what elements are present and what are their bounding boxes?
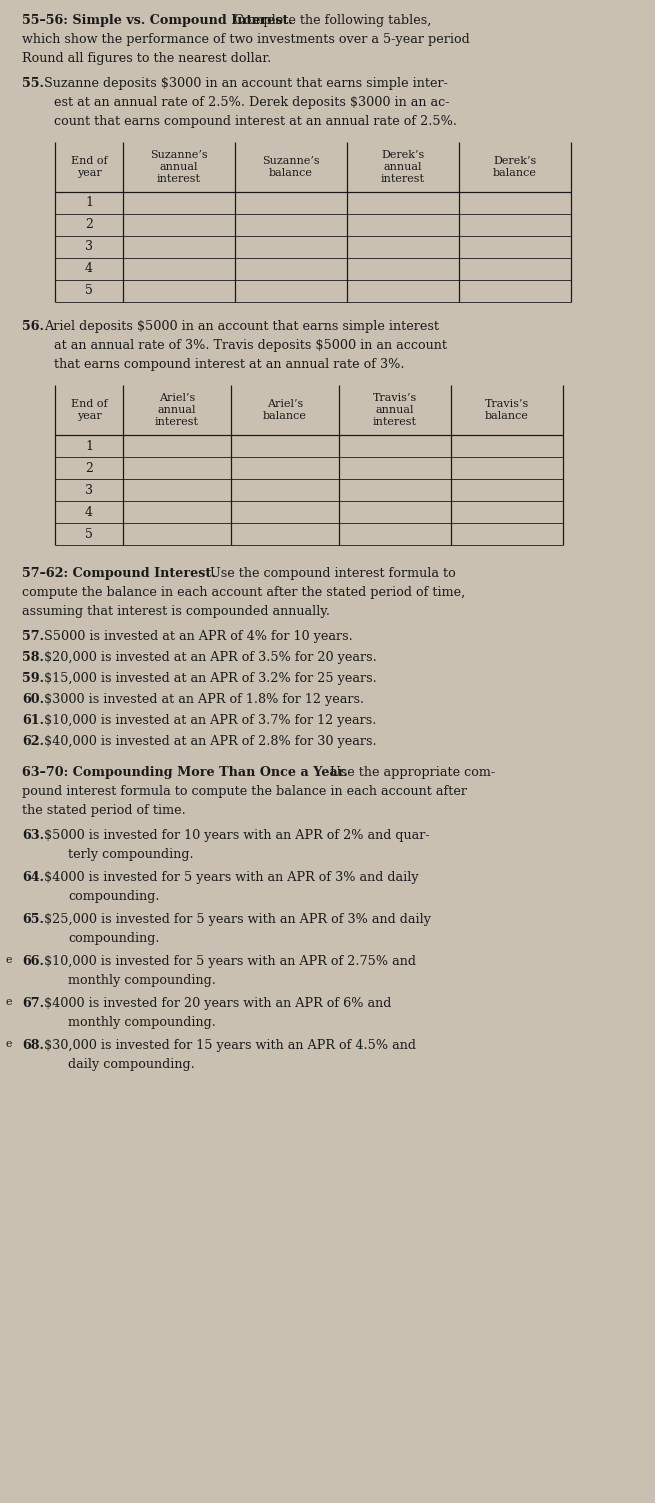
Text: End of
year: End of year	[71, 400, 107, 421]
Text: the stated period of time.: the stated period of time.	[22, 804, 186, 818]
Text: count that earns compound interest at an annual rate of 2.5%.: count that earns compound interest at an…	[54, 116, 457, 128]
Text: monthly compounding.: monthly compounding.	[68, 974, 216, 987]
Text: that earns compound interest at an annual rate of 3%.: that earns compound interest at an annua…	[54, 358, 405, 371]
Text: $30,000 is invested for 15 years with an APR of 4.5% and: $30,000 is invested for 15 years with an…	[44, 1039, 416, 1052]
Text: 63.: 63.	[22, 830, 44, 842]
Text: $40,000 is invested at an APR of 2.8% for 30 years.: $40,000 is invested at an APR of 2.8% fo…	[44, 735, 377, 748]
Text: $20,000 is invested at an APR of 3.5% for 20 years.: $20,000 is invested at an APR of 3.5% fo…	[44, 651, 377, 664]
Text: 58.: 58.	[22, 651, 44, 664]
Text: 2: 2	[85, 461, 93, 475]
Text: 3: 3	[85, 240, 93, 254]
Text: 1: 1	[85, 197, 93, 209]
Text: Suzanne’s
annual
interest: Suzanne’s annual interest	[150, 150, 208, 183]
Text: Use the compound interest formula to: Use the compound interest formula to	[206, 567, 456, 580]
Text: 55.: 55.	[22, 77, 44, 90]
Text: 57–62: Compound Interest.: 57–62: Compound Interest.	[22, 567, 215, 580]
Text: 3: 3	[85, 484, 93, 496]
Text: Derek’s
annual
interest: Derek’s annual interest	[381, 150, 425, 183]
Text: Use the appropriate com-: Use the appropriate com-	[326, 767, 495, 779]
Text: Round all figures to the nearest dollar.: Round all figures to the nearest dollar.	[22, 53, 271, 65]
Text: 57.: 57.	[22, 630, 44, 643]
Text: 61.: 61.	[22, 714, 44, 727]
Text: Travis’s
annual
interest: Travis’s annual interest	[373, 394, 417, 427]
Text: 1: 1	[85, 439, 93, 452]
Text: 67.: 67.	[22, 996, 44, 1010]
Text: 5: 5	[85, 284, 93, 298]
Text: $4000 is invested for 5 years with an APR of 3% and daily: $4000 is invested for 5 years with an AP…	[44, 872, 419, 884]
Text: e: e	[6, 996, 12, 1007]
Text: monthly compounding.: monthly compounding.	[68, 1016, 216, 1030]
Text: terly compounding.: terly compounding.	[68, 848, 194, 861]
Text: 62.: 62.	[22, 735, 44, 748]
Text: which show the performance of two investments over a 5-year period: which show the performance of two invest…	[22, 33, 470, 47]
Text: Ariel’s
annual
interest: Ariel’s annual interest	[155, 394, 199, 427]
Text: Complete the following tables,: Complete the following tables,	[230, 14, 432, 27]
Text: $3000 is invested at an APR of 1.8% for 12 years.: $3000 is invested at an APR of 1.8% for …	[44, 693, 364, 706]
Text: 63–70: Compounding More Than Once a Year.: 63–70: Compounding More Than Once a Year…	[22, 767, 348, 779]
Text: Suzanne deposits $3000 in an account that earns simple inter-: Suzanne deposits $3000 in an account tha…	[44, 77, 448, 90]
Text: compounding.: compounding.	[68, 890, 160, 903]
Text: pound interest formula to compute the balance in each account after: pound interest formula to compute the ba…	[22, 785, 467, 798]
Text: e: e	[6, 1039, 12, 1049]
Text: 68.: 68.	[22, 1039, 44, 1052]
Text: $5000 is invested for 10 years with an APR of 2% and quar-: $5000 is invested for 10 years with an A…	[44, 830, 430, 842]
Text: 65.: 65.	[22, 912, 44, 926]
Text: 56.: 56.	[22, 320, 44, 334]
Text: Ariel deposits $5000 in an account that earns simple interest: Ariel deposits $5000 in an account that …	[44, 320, 439, 334]
Text: 5: 5	[85, 528, 93, 541]
Text: $15,000 is invested at an APR of 3.2% for 25 years.: $15,000 is invested at an APR of 3.2% fo…	[44, 672, 377, 685]
Text: $10,000 is invested at an APR of 3.7% for 12 years.: $10,000 is invested at an APR of 3.7% fo…	[44, 714, 377, 727]
Text: $4000 is invested for 20 years with an APR of 6% and: $4000 is invested for 20 years with an A…	[44, 996, 392, 1010]
Text: 2: 2	[85, 218, 93, 231]
Text: compounding.: compounding.	[68, 932, 160, 945]
Text: 4: 4	[85, 505, 93, 519]
Text: $25,000 is invested for 5 years with an APR of 3% and daily: $25,000 is invested for 5 years with an …	[44, 912, 431, 926]
Text: Derek’s
balance: Derek’s balance	[493, 156, 537, 177]
Text: End of
year: End of year	[71, 156, 107, 177]
Text: e: e	[6, 954, 12, 965]
Text: 64.: 64.	[22, 872, 44, 884]
Text: Suzanne’s
balance: Suzanne’s balance	[262, 156, 320, 177]
Text: 66.: 66.	[22, 954, 44, 968]
Text: daily compounding.: daily compounding.	[68, 1058, 195, 1072]
Text: Travis’s
balance: Travis’s balance	[485, 400, 529, 421]
Text: assuming that interest is compounded annually.: assuming that interest is compounded ann…	[22, 606, 330, 618]
Text: 59.: 59.	[22, 672, 44, 685]
Text: 60.: 60.	[22, 693, 44, 706]
Text: S5000 is invested at an APR of 4% for 10 years.: S5000 is invested at an APR of 4% for 10…	[44, 630, 353, 643]
Text: 55–56: Simple vs. Compound Interest.: 55–56: Simple vs. Compound Interest.	[22, 14, 293, 27]
Text: 4: 4	[85, 263, 93, 275]
Text: Ariel’s
balance: Ariel’s balance	[263, 400, 307, 421]
Text: at an annual rate of 3%. Travis deposits $5000 in an account: at an annual rate of 3%. Travis deposits…	[54, 340, 447, 352]
Text: compute the balance in each account after the stated period of time,: compute the balance in each account afte…	[22, 586, 465, 600]
Text: $10,000 is invested for 5 years with an APR of 2.75% and: $10,000 is invested for 5 years with an …	[44, 954, 416, 968]
Text: est at an annual rate of 2.5%. Derek deposits $3000 in an ac-: est at an annual rate of 2.5%. Derek dep…	[54, 96, 449, 110]
